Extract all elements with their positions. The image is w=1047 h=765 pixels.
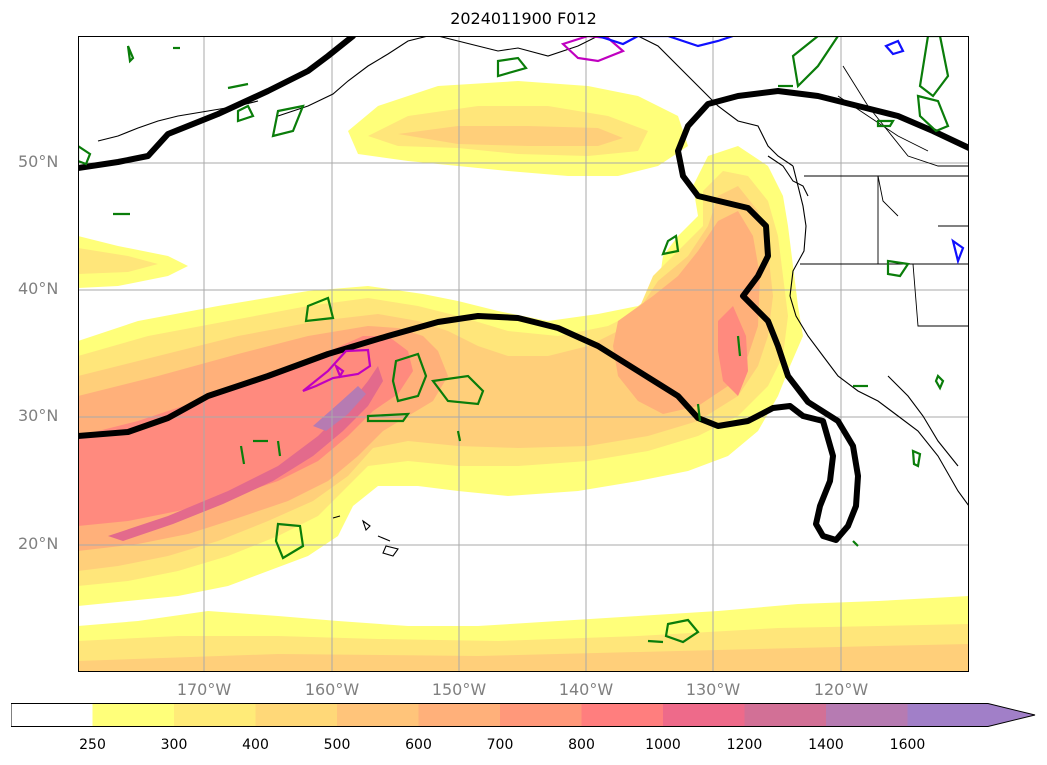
colorbar-cell [581, 703, 664, 727]
map-border [78, 36, 969, 672]
colorbar-cell [174, 703, 256, 727]
colorbar-outline [11, 703, 1036, 727]
colorbar-cell [92, 703, 175, 727]
colorbar-tick-label: 1600 [889, 737, 926, 753]
colorbar-tick-label: 500 [323, 737, 351, 753]
colorbar-cell [826, 703, 908, 727]
lon-label-130w: 130°W [685, 680, 741, 699]
colorbar-tick-label: 600 [405, 737, 432, 753]
colorbar-tick-label: 800 [568, 737, 595, 753]
jet-contour [78, 36, 969, 543]
lon-label-120w: 120°W [813, 680, 869, 699]
colorbar-cell [907, 703, 1035, 727]
colorbar-tick-label: 1400 [808, 737, 844, 753]
map-frame [78, 36, 969, 672]
ivt-level-5 [78, 306, 748, 526]
lon-label-170w: 170°W [176, 680, 232, 699]
colorbar-cell [744, 703, 827, 727]
colorbar-cell [500, 703, 582, 727]
colorbar-tick-label: 250 [79, 737, 106, 753]
lon-label-150w: 150°W [431, 680, 487, 699]
ivt-level-7 [313, 386, 366, 431]
lat-label-30n: 30°N [18, 406, 59, 425]
colorbar [11, 703, 1036, 727]
colorbar-tick-label: 1200 [726, 737, 763, 753]
lon-label-140w: 140°W [558, 680, 614, 699]
colorbar-tick-label: 1000 [645, 737, 681, 753]
colorbar-cell [11, 703, 93, 727]
map-title: 2024011900 F012 [450, 9, 597, 28]
colorbar-cell [418, 703, 501, 727]
lon-label-160w: 160°W [304, 680, 360, 699]
lat-label-20n: 20°N [18, 534, 59, 553]
green-contours [78, 36, 950, 644]
magenta-contours [302, 36, 626, 393]
colorbar-cell [663, 703, 745, 727]
colorbar-tick-label: 300 [160, 737, 188, 753]
lat-label-40n: 40°N [18, 279, 59, 298]
colorbar-tick-label: 700 [486, 737, 514, 753]
blue-contours [597, 36, 965, 265]
colorbar-cell [337, 703, 419, 727]
state-borders [800, 65, 969, 327]
colorbar-cell [255, 703, 338, 727]
lat-label-50n: 50°N [18, 152, 59, 171]
colorbar-tick-label: 400 [242, 737, 269, 753]
